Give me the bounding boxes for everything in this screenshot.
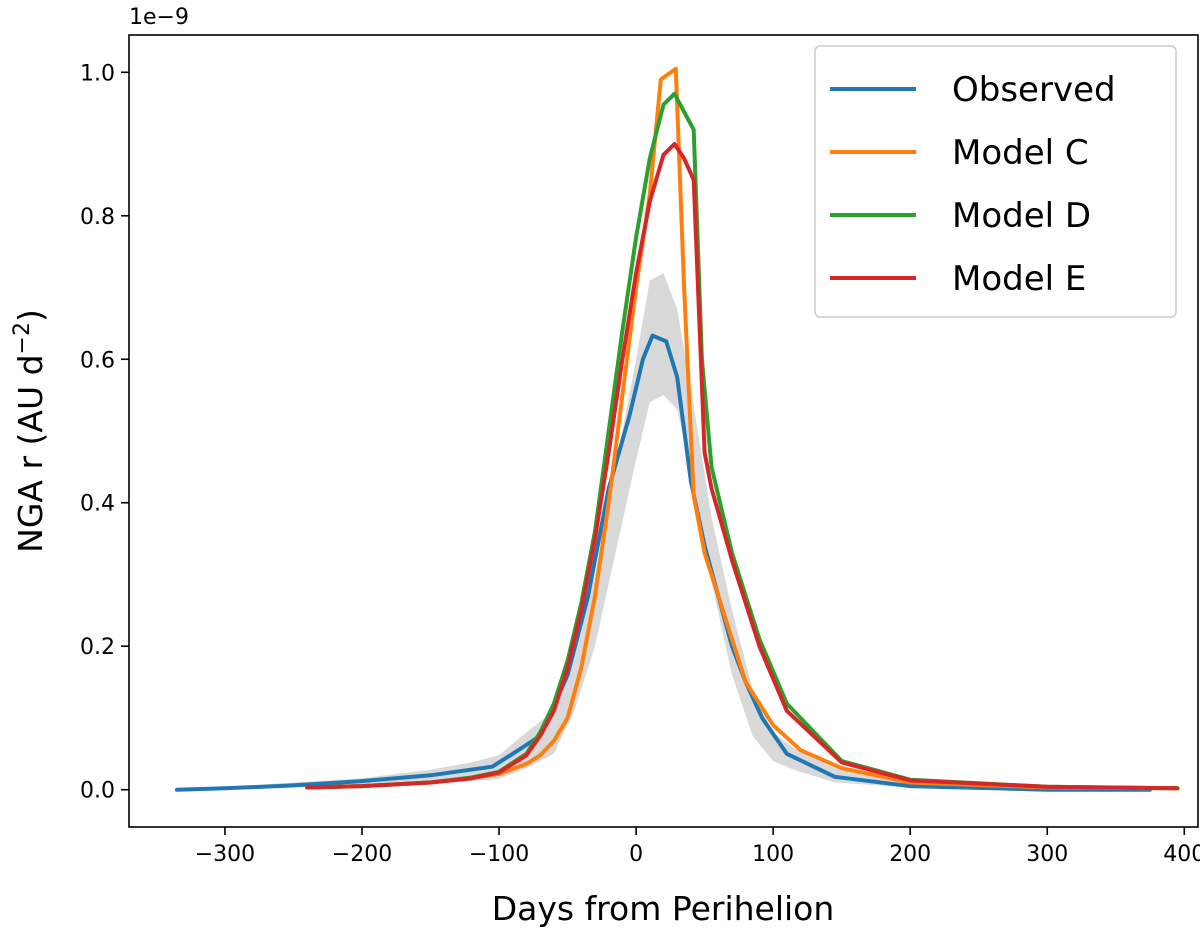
x-tick-label: 200 (889, 842, 931, 867)
legend: Observed Model C Model D Model E (814, 45, 1177, 318)
y-tick-label: 0.6 (80, 348, 115, 373)
y-tick-label: 0.4 (80, 492, 115, 517)
legend-label-model-e: Model E (952, 259, 1086, 299)
y-axis-title: NGA r (AU d−2) (10, 309, 50, 553)
series-line-model-e (305, 142, 1180, 791)
legend-label-model-c: Model C (952, 133, 1089, 173)
x-tick-label: 100 (752, 842, 794, 867)
series-layer (175, 66, 1180, 792)
legend-label-model-d: Model D (952, 196, 1091, 236)
x-tick-label: 300 (1026, 842, 1068, 867)
y-axis-title-close: ) (11, 309, 50, 322)
y-axis-title-main: NGA r (AU d (11, 354, 50, 552)
axes-frame (128, 34, 1199, 828)
observed-uncertainty-band (177, 273, 1150, 790)
plot-area (175, 66, 1180, 792)
y-tick-label: 1.0 (80, 61, 115, 86)
legend-items: Observed Model C Model D Model E (830, 70, 1116, 299)
x-axis: −300 −200 −100 0 100 200 300 400 (195, 827, 1200, 867)
y-axis-title-exponent: −2 (10, 322, 35, 354)
y-tick-label: 0.0 (80, 779, 115, 804)
y-offset-label: 1e−9 (129, 5, 189, 30)
legend-label-observed: Observed (952, 70, 1116, 110)
series-line-observed (175, 333, 1152, 792)
x-tick-label: −200 (332, 842, 392, 867)
x-tick-label: −300 (195, 842, 255, 867)
y-tick-label: 0.2 (80, 635, 115, 660)
x-tick-label: 0 (629, 842, 643, 867)
x-axis-title: Days from Perihelion (492, 889, 835, 928)
x-tick-label: −100 (469, 842, 529, 867)
y-axis: 0.0 0.2 0.4 0.6 0.8 1.0 (80, 61, 129, 804)
x-tick-label: 400 (1163, 842, 1200, 867)
legend-box (814, 45, 1177, 318)
y-tick-label: 0.8 (80, 205, 115, 230)
